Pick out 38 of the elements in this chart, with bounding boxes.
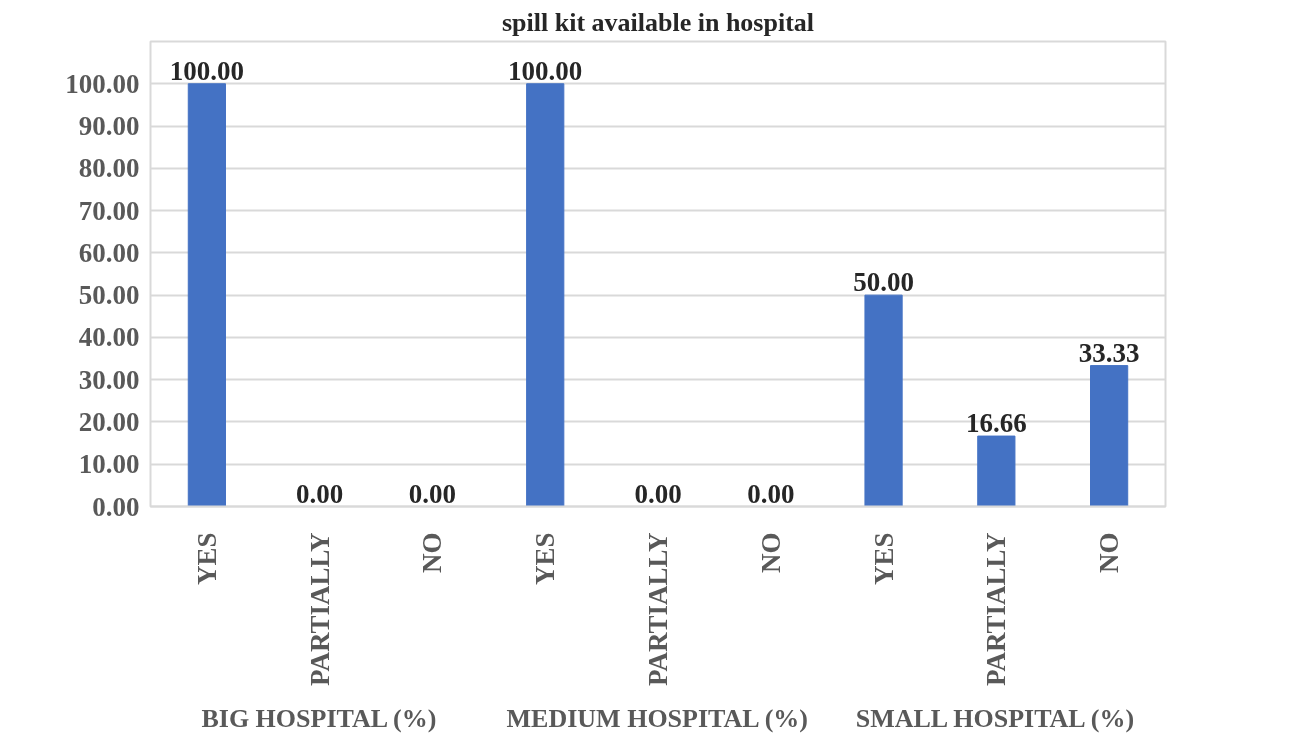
x-tick-label: YES	[191, 532, 222, 586]
data-label: 0.00	[634, 478, 682, 509]
data-label: 16.66	[965, 408, 1027, 439]
data-label: 50.00	[853, 267, 914, 298]
x-tick-label: PARTIALLY	[643, 532, 673, 687]
y-tick-label: 0.00	[92, 491, 140, 522]
chart-title: spill kit available in hospital	[501, 7, 815, 37]
y-tick-label: 10.00	[78, 449, 140, 480]
y-tick-label: 70.00	[78, 195, 140, 226]
data-label: 0.00	[747, 478, 795, 509]
y-tick-label: 20.00	[78, 406, 140, 437]
y-tick-label: 100.00	[65, 68, 140, 99]
data-label: 0.00	[408, 478, 457, 509]
data-label: 33.33	[1078, 337, 1140, 368]
data-label: 100.00	[169, 55, 245, 86]
text: MEDIUM HOSPITAL (%)	[506, 703, 808, 733]
text: SMALL HOSPITAL (%)	[855, 703, 1135, 733]
data-label: 0.00	[296, 478, 344, 509]
text: BIG HOSPITAL (%)	[201, 703, 437, 733]
data-label: 100.00	[508, 55, 583, 86]
y-tick-label: 30.00	[78, 364, 140, 395]
x-tick-label: NO	[1094, 532, 1125, 573]
bar	[864, 294, 903, 507]
bar	[187, 83, 226, 507]
x-tick-label: PARTIALLY	[304, 532, 335, 687]
x-tick-label: PARTIALLY	[981, 532, 1012, 687]
x-tick-label: YES	[868, 532, 899, 586]
bar	[1090, 365, 1129, 507]
x-tick-label: NO	[755, 532, 786, 573]
x-tick-label: YES	[530, 532, 561, 586]
bar	[977, 435, 1016, 507]
y-tick-label: 90.00	[78, 111, 140, 142]
y-tick-label: 50.00	[78, 280, 140, 311]
y-tick-label: 40.00	[78, 322, 140, 353]
bar	[526, 83, 565, 507]
x-tick-label: NO	[417, 532, 448, 573]
y-tick-label: 80.00	[78, 153, 140, 184]
y-tick-label: 60.00	[78, 237, 140, 268]
